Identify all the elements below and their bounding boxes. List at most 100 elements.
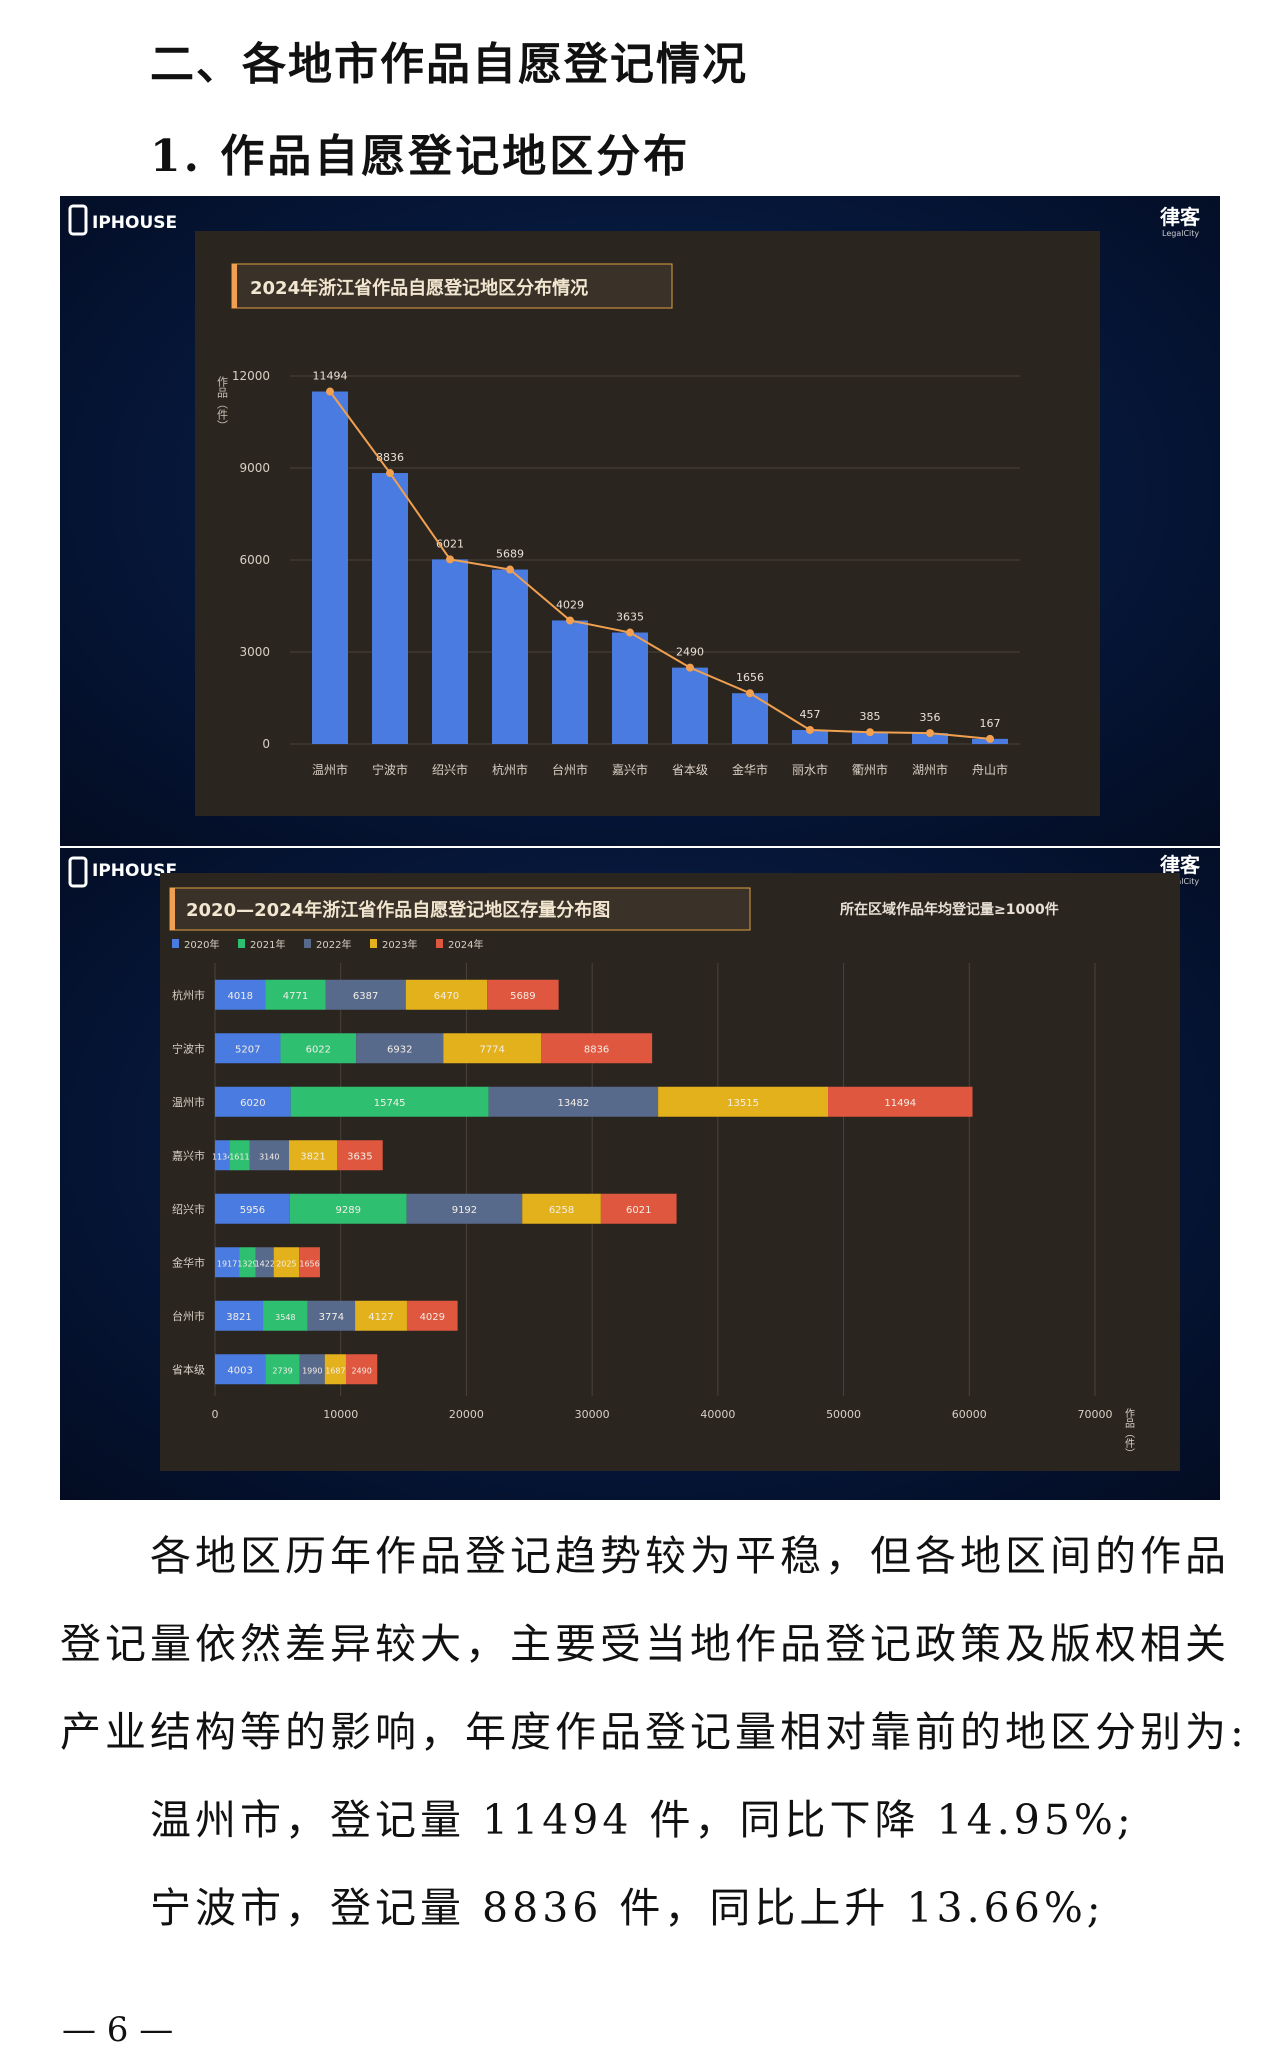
bar-segment xyxy=(289,1193,407,1224)
trend-point xyxy=(326,387,334,396)
chart-panel-2024: IPHOUSE 律客 LegalCity 2024年浙江省作品自愿登记地区分布情… xyxy=(60,196,1220,846)
legalcity-logo-sub: LegalCity xyxy=(1162,877,1199,886)
iphouse-logo-text: IPHOUSE xyxy=(92,213,177,233)
x-tick-label: 台州市 xyxy=(552,762,588,777)
y-axis-label: 作品（件） xyxy=(216,376,229,431)
segment-value-label: 9289 xyxy=(336,1205,361,1216)
stacked-bar-chart: IPHOUSE 律客 LegalCity 2020—2024年浙江省作品自愿登记… xyxy=(68,853,1201,1471)
segment-value-label: 2739 xyxy=(272,1366,292,1375)
segment-value-label: 4127 xyxy=(368,1312,393,1323)
trend-point xyxy=(506,565,514,574)
trend-line xyxy=(329,390,991,740)
bar-segment xyxy=(239,1247,256,1278)
segment-value-label: 4003 xyxy=(227,1365,252,1376)
bar xyxy=(672,667,708,744)
bar-segment xyxy=(215,1140,230,1171)
segment-value-label: 3548 xyxy=(275,1313,295,1322)
x-tick-label: 60000 xyxy=(952,1408,987,1421)
segment-value-label: 7774 xyxy=(479,1044,504,1055)
bar-value-label: 8836 xyxy=(376,451,404,464)
bar-segment xyxy=(263,1300,308,1331)
iphouse-logo: IPHOUSE xyxy=(68,204,177,236)
bar-value-label: 4029 xyxy=(556,598,584,611)
x-tick-label: 40000 xyxy=(700,1408,735,1421)
segment-value-label: 3140 xyxy=(259,1152,279,1161)
segment-value-label: 1329 xyxy=(237,1259,257,1268)
x-tick-label: 舟山市 xyxy=(972,762,1008,777)
segment-value-label: 5956 xyxy=(240,1205,265,1216)
legend-label: 2023年 xyxy=(382,938,417,951)
bar-segment xyxy=(265,979,326,1010)
bar-segment xyxy=(215,1086,291,1117)
trend-point xyxy=(686,663,694,672)
segment-value-label: 13482 xyxy=(557,1098,589,1109)
bar-segment xyxy=(658,1086,829,1117)
segment-value-label: 1917 xyxy=(217,1259,237,1268)
trend-point xyxy=(746,689,754,698)
segment-value-label: 4018 xyxy=(228,991,253,1002)
legend-label: 2022年 xyxy=(316,938,351,951)
bar-segment xyxy=(229,1140,250,1171)
x-tick-label: 省本级 xyxy=(672,763,708,777)
y-tick-label: 6000 xyxy=(239,553,270,567)
bar-segment xyxy=(522,1193,601,1224)
trend-point xyxy=(446,555,454,564)
x-tick-label: 50000 xyxy=(826,1408,861,1421)
bar-segment xyxy=(443,1033,542,1064)
bar-segment xyxy=(307,1300,356,1331)
bar-segment xyxy=(215,979,266,1010)
bar-segment xyxy=(324,1354,346,1385)
bar-segment xyxy=(541,1033,653,1064)
chart-title-accent xyxy=(170,888,175,930)
segment-value-label: 6021 xyxy=(626,1205,651,1216)
trend-point xyxy=(806,725,814,734)
bar-value-label: 5689 xyxy=(496,548,524,561)
bar-value-label: 3635 xyxy=(616,611,644,624)
paragraph-line: 产业结构等的影响，年度作品登记量相对靠前的地区分别为: xyxy=(60,1708,1248,1756)
bar-value-label: 457 xyxy=(800,708,821,721)
bar-segment xyxy=(290,1086,489,1117)
chart-title: 2020—2024年浙江省作品自愿登记地区存量分布图 xyxy=(186,899,610,921)
legalcity-logo-sub: LegalCity xyxy=(1162,229,1199,238)
bar-value-label: 1656 xyxy=(736,671,764,684)
paragraph-line: 各地区历年作品登记趋势较为平稳，但各地区间的作品 xyxy=(150,1532,1230,1580)
segment-value-label: 6258 xyxy=(549,1205,574,1216)
bar-segment xyxy=(487,979,559,1010)
bar-segment xyxy=(299,1354,325,1385)
segment-value-label: 3635 xyxy=(347,1151,372,1162)
bar-segment xyxy=(280,1033,357,1064)
trend-point xyxy=(926,729,934,738)
x-tick-label: 杭州市 xyxy=(492,762,528,777)
trend-point xyxy=(566,616,574,625)
trend-point xyxy=(626,628,634,637)
paragraph-line: 登记量依然差异较大，主要受当地作品登记政策及版权相关 xyxy=(60,1620,1230,1668)
y-tick-label: 温州市 xyxy=(172,1095,205,1109)
iphouse-logo: IPHOUSE xyxy=(68,856,177,888)
y-tick-label: 0 xyxy=(262,737,270,751)
segment-value-label: 1990 xyxy=(302,1366,322,1375)
bar xyxy=(372,473,408,744)
legend-label: 2021年 xyxy=(250,938,285,951)
x-tick-label: 金华市 xyxy=(732,762,768,777)
segment-value-label: 6387 xyxy=(353,991,378,1002)
segment-value-label: 1656 xyxy=(299,1259,319,1268)
y-tick-label: 台州市 xyxy=(172,1309,205,1323)
segment-value-label: 1611 xyxy=(229,1152,249,1161)
bar-segment xyxy=(288,1140,338,1171)
y-tick-label: 绍兴市 xyxy=(172,1202,205,1216)
x-tick-label: 湖州市 xyxy=(912,762,948,777)
segment-value-label: 3821 xyxy=(226,1312,251,1323)
x-tick-label: 丽水市 xyxy=(792,762,828,777)
segment-value-label: 2025 xyxy=(276,1259,296,1268)
segment-value-label: 9192 xyxy=(452,1205,477,1216)
bar-segment xyxy=(215,1354,266,1385)
y-tick-label: 杭州市 xyxy=(172,988,205,1002)
segment-value-label: 15745 xyxy=(374,1098,406,1109)
bar-segment xyxy=(406,1193,523,1224)
bar-segment xyxy=(405,979,488,1010)
bar-segment xyxy=(488,1086,659,1117)
chart-title-box xyxy=(231,263,673,309)
y-tick-label: 金华市 xyxy=(172,1255,205,1269)
segment-value-label: 4771 xyxy=(283,991,308,1002)
segment-value-label: 2490 xyxy=(351,1366,371,1375)
